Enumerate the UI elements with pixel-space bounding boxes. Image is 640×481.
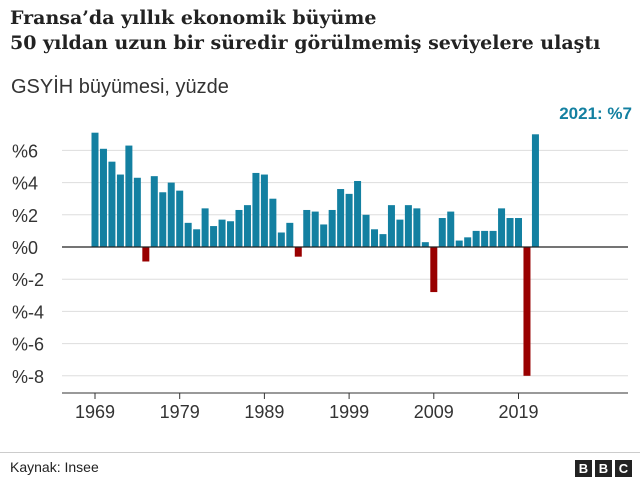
bbc-logo-letter-3: C: [615, 460, 632, 477]
chart-title-line-2: 50 yıldan uzun bir süredir görülmemiş se…: [10, 32, 601, 54]
x-tick-label: 1969: [75, 402, 115, 422]
bar-2012: [455, 240, 463, 247]
bar-2016: [489, 230, 497, 247]
bar-1976: [150, 176, 158, 247]
bar-1986: [235, 209, 243, 247]
bar-1975: [142, 247, 150, 262]
bbc-logo: B B C: [575, 460, 632, 477]
source-note: Kaynak: Insee: [10, 459, 99, 475]
bar-2001: [362, 214, 370, 247]
bar-1997: [328, 209, 336, 247]
bar-2019: [515, 218, 522, 247]
bbc-logo-letter-1: B: [575, 460, 592, 477]
bar-2002: [371, 229, 379, 247]
bar-2018: [506, 218, 514, 247]
bar-2014: [472, 230, 480, 247]
annotation-2021: 2021: %7: [559, 104, 632, 123]
bar-1987: [243, 205, 251, 247]
bar-2005: [396, 219, 404, 247]
bar-1979: [176, 190, 184, 247]
bar-1989: [260, 174, 268, 247]
y-tick-label: %6: [12, 141, 38, 161]
bar-1990: [269, 198, 277, 247]
y-tick-label: %-2: [12, 270, 44, 290]
bar-2020: [523, 247, 531, 376]
bar-2009: [430, 247, 438, 293]
bar-1992: [286, 222, 294, 247]
bar-1994: [303, 209, 311, 247]
bar-1984: [218, 219, 226, 247]
x-tick-label: 1999: [329, 402, 369, 422]
x-tick-label: 1989: [244, 402, 284, 422]
bar-2004: [387, 205, 395, 247]
bar-1993: [294, 247, 302, 257]
bar-1978: [167, 182, 175, 247]
bar-1985: [227, 221, 235, 247]
bar-1973: [125, 145, 133, 247]
gdp-growth-bar-chart: %6 %4 %2 %0 %-2 %-4 %-6 %-8 1969 1979 1989 1999 2009…: [12, 104, 632, 422]
footer-divider: [0, 452, 640, 453]
bar-1988: [252, 172, 260, 247]
bar-1970: [99, 148, 107, 247]
bbc-logo-letter-2: B: [595, 460, 612, 477]
y-tick-label: %4: [12, 174, 38, 194]
y-tick-label: %-6: [12, 335, 44, 355]
bar-2013: [464, 237, 472, 247]
bar-1977: [159, 192, 167, 247]
bar-2017: [498, 208, 506, 247]
bar-2010: [438, 218, 446, 247]
bar-1980: [184, 222, 192, 247]
bar-1995: [311, 211, 319, 247]
bar-1991: [277, 232, 285, 247]
bar-1971: [108, 161, 116, 247]
bar-2011: [447, 211, 455, 247]
bar-1999: [345, 193, 353, 247]
bar-2021: [531, 134, 539, 247]
y-tick-label: %2: [12, 206, 38, 226]
chart-subtitle: GSYİH büyümesi, yüzde: [11, 76, 229, 98]
bar-2003: [379, 234, 387, 247]
bar-1982: [201, 208, 209, 247]
bar-1996: [320, 224, 328, 247]
y-tick-label: %-4: [12, 302, 44, 322]
x-tick-label: 1979: [160, 402, 200, 422]
bar-2008: [421, 242, 429, 247]
x-tick-label: 2019: [498, 402, 538, 422]
bar-1981: [193, 229, 201, 247]
bar-2000: [354, 180, 362, 247]
bar-2006: [404, 205, 412, 247]
bar-2007: [413, 208, 421, 247]
bar-1983: [210, 226, 218, 247]
y-tick-label: %0: [12, 238, 38, 258]
bar-2015: [481, 230, 489, 247]
chart-title-line-1: Fransa’da yıllık ekonomik büyüme: [10, 7, 377, 29]
bar-1969: [91, 132, 99, 247]
bar-1972: [116, 174, 124, 247]
chart-title: Fransa’da yıllık ekonomik büyüme 50 yıld…: [10, 6, 630, 56]
y-tick-label: %-8: [12, 367, 44, 387]
bar-1998: [337, 189, 345, 247]
bar-1974: [133, 177, 141, 247]
x-tick-label: 2009: [414, 402, 454, 422]
